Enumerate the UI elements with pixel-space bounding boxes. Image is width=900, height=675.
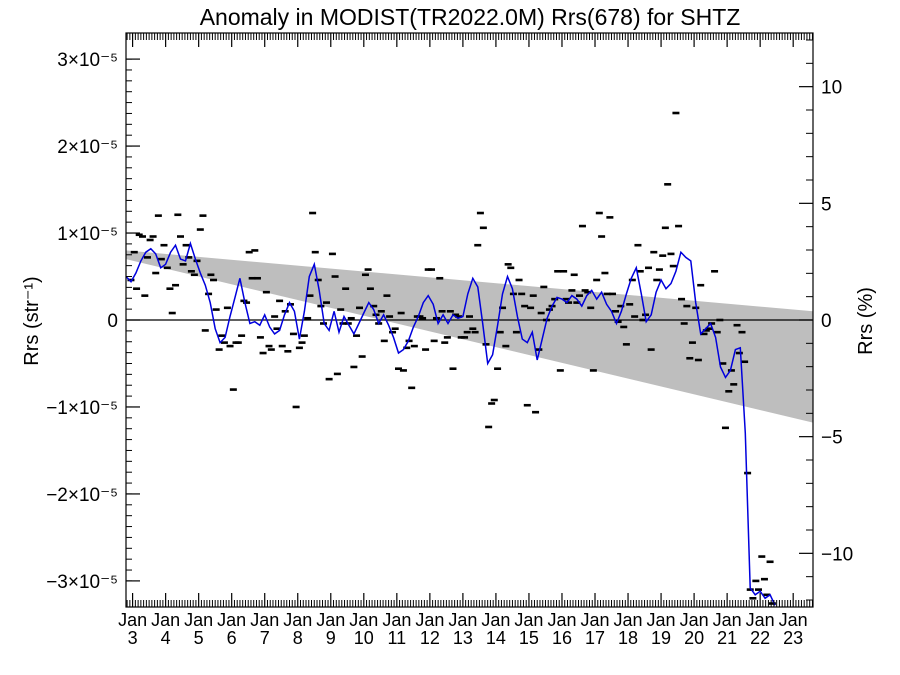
x-tick-year-label: 21: [717, 628, 737, 648]
left-tick-label: 1×10⁻⁵: [57, 224, 118, 245]
x-tick-month-label: Jan: [481, 610, 510, 630]
right-tick-label: 10: [821, 78, 842, 99]
left-tick-label: −3×10⁻⁵: [46, 572, 118, 593]
right-tick-label: 5: [821, 194, 832, 215]
x-tick-year-label: 6: [227, 628, 237, 648]
x-tick-year-label: 18: [618, 628, 638, 648]
x-tick-year-label: 8: [293, 628, 303, 648]
plot-content: [126, 111, 813, 606]
smoothed-line: [126, 240, 776, 606]
x-tick-month-label: Jan: [680, 610, 709, 630]
uncertainty-band: [126, 250, 813, 423]
x-tick-month-label: Jan: [382, 610, 411, 630]
x-tick-month-label: Jan: [713, 610, 742, 630]
right-tick-label: −10: [821, 544, 853, 565]
left-tick-label: 0: [107, 311, 118, 332]
x-tick-year-label: 11: [387, 628, 406, 648]
x-tick-year-label: 19: [651, 628, 671, 648]
x-tick-year-label: 16: [552, 628, 572, 648]
left-tick-label: −2×10⁻⁵: [46, 485, 118, 506]
x-tick-month-label: Jan: [580, 610, 609, 630]
x-tick-month-label: Jan: [448, 610, 477, 630]
x-tick-month-label: Jan: [647, 610, 676, 630]
x-tick-year-label: 12: [420, 628, 440, 648]
x-tick-year-label: 17: [585, 628, 605, 648]
x-tick-year-label: 20: [684, 628, 704, 648]
plot-area: [126, 111, 813, 606]
x-tick-year-label: 5: [194, 628, 204, 648]
x-tick-month-label: Jan: [184, 610, 213, 630]
right-tick-label: 0: [821, 311, 832, 332]
left-tick-label: 2×10⁻⁵: [57, 137, 118, 158]
x-tick-month-label: Jan: [250, 610, 279, 630]
x-tick-month-label: Jan: [316, 610, 345, 630]
x-tick-year-label: 23: [783, 628, 803, 648]
left-tick-label: 3×10⁻⁵: [57, 50, 118, 71]
y-axis-label-right: Rrs (%): [855, 287, 877, 355]
y-axis-label-left: Rrs (str⁻¹): [21, 276, 43, 365]
x-tick-year-label: 13: [453, 628, 473, 648]
x-tick-year-label: 15: [519, 628, 539, 648]
x-tick-year-label: 9: [326, 628, 336, 648]
x-tick-year-label: 7: [260, 628, 270, 648]
chart-title: Anomaly in MODIST(TR2022.0M) Rrs(678) fo…: [200, 4, 741, 30]
left-tick-label: −1×10⁻⁵: [46, 398, 118, 419]
right-tick-label: −5: [821, 428, 843, 449]
x-tick-month-label: Jan: [415, 610, 444, 630]
x-tick-month-label: Jan: [118, 610, 147, 630]
x-tick-month-label: Jan: [514, 610, 543, 630]
x-tick-month-label: Jan: [614, 610, 643, 630]
x-tick-year-label: 14: [486, 628, 506, 648]
x-tick-month-label: Jan: [349, 610, 378, 630]
x-tick-month-label: Jan: [217, 610, 246, 630]
x-tick-month-label: Jan: [779, 610, 808, 630]
x-tick-year-label: 22: [750, 628, 770, 648]
x-tick-month-label: Jan: [547, 610, 576, 630]
x-tick-month-label: Jan: [283, 610, 312, 630]
x-tick-year-label: 4: [161, 628, 171, 648]
x-tick-year-label: 3: [128, 628, 138, 648]
x-tick-month-label: Jan: [746, 610, 775, 630]
x-tick-month-label: Jan: [151, 610, 180, 630]
axes: 3×10⁻⁵ 2×10⁻⁵ 1×10⁻⁵ 0 −1×10⁻⁵ −2×10⁻⁵ −3×10⁻⁵…: [46, 32, 853, 648]
x-tick-year-label: 10: [354, 628, 374, 648]
